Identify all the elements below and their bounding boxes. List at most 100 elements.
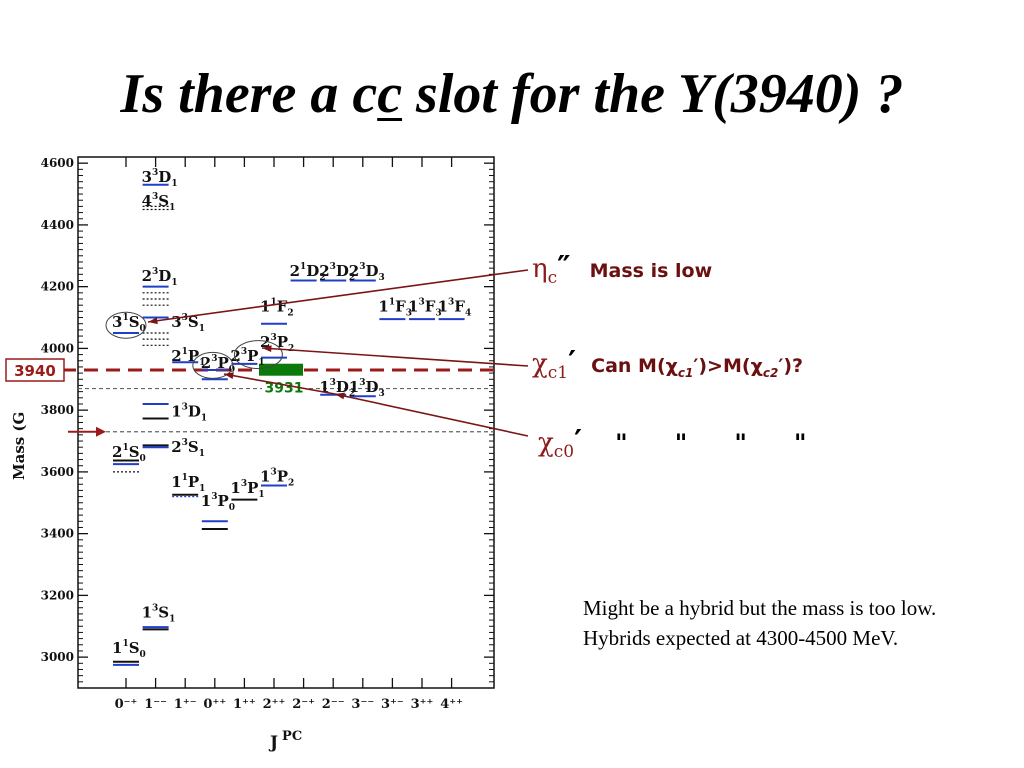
- state-J: 1: [199, 484, 205, 494]
- state-multiplicity: 3: [359, 262, 365, 272]
- state-multiplicity: 1: [122, 639, 128, 649]
- state-label: 13F4: [438, 298, 472, 319]
- state-label: 21S0: [112, 443, 146, 464]
- state-multiplicity: 3: [152, 267, 158, 277]
- state-label: 23D2: [319, 262, 355, 283]
- chi1-annotation: χc1′ Can M(χc1′)>M(χc2′)?: [532, 345, 803, 383]
- highlight-circle: [233, 340, 283, 370]
- x-category-label: 0⁺⁺: [203, 697, 226, 712]
- chi0-arrow-inner-head: [224, 372, 234, 380]
- chi0-annotation: χc0′ " " " ": [538, 424, 806, 462]
- state-label: 13F3: [408, 298, 442, 319]
- state-J: 0: [140, 324, 146, 334]
- state-n: 2: [230, 347, 240, 365]
- ditto-mark: ": [734, 429, 747, 457]
- state-J: 3: [435, 309, 441, 319]
- y3940-band: [259, 363, 303, 376]
- state-n: 1: [260, 468, 270, 486]
- y-tick-label: 4400: [41, 218, 74, 232]
- y-axis-label: Mass (G: [10, 412, 28, 480]
- x-category-label: 2⁺⁺: [263, 697, 286, 712]
- state-n: 4: [142, 192, 152, 210]
- y-tick-label: 4200: [41, 280, 74, 294]
- state-J: 1: [171, 179, 177, 189]
- state-L: S: [158, 192, 169, 210]
- chi0-arrow-inner-shaft: [223, 373, 336, 395]
- mass-low-note: Mass is low: [589, 260, 713, 282]
- state-label: 13D2: [319, 378, 355, 399]
- state-L: S: [129, 639, 140, 657]
- state-L: P: [277, 468, 288, 486]
- chi1-arrow-shaft: [261, 347, 529, 367]
- y-tick-label: 4000: [41, 341, 74, 355]
- state-L: S: [188, 313, 199, 331]
- state-label: 33D1: [142, 168, 178, 189]
- state-label: 13D3: [349, 378, 385, 399]
- state-L: D: [158, 267, 171, 285]
- state-label: 23P1: [230, 347, 264, 368]
- state-J: 2: [319, 273, 325, 283]
- state-n: 1: [319, 378, 329, 396]
- state-L: F: [454, 298, 465, 316]
- state-L: F: [395, 298, 406, 316]
- x-category-label: 2⁻⁻: [322, 697, 345, 712]
- state-label: 13P1: [230, 479, 264, 500]
- state-multiplicity: 3: [182, 403, 188, 413]
- state-multiplicity: 3: [182, 438, 188, 448]
- state-n: 3: [142, 168, 152, 186]
- state-L: D: [306, 262, 319, 280]
- state-J: 1: [201, 414, 207, 424]
- state-L: S: [129, 443, 140, 461]
- state-L: P: [218, 354, 229, 372]
- state-J: 1: [169, 203, 175, 213]
- ditto-mark: ": [793, 429, 807, 457]
- marker-3940-box: [5, 358, 65, 382]
- state-L: F: [277, 298, 288, 316]
- state-J: 1: [258, 490, 264, 500]
- x-category-label: 3⁺⁻: [381, 697, 404, 712]
- state-label: 33S1: [171, 313, 205, 334]
- x-category-label: 2⁻⁺: [292, 697, 315, 712]
- state-L: S: [158, 603, 169, 621]
- ditto-mark: ": [674, 429, 688, 457]
- state-multiplicity: 3: [152, 168, 158, 178]
- state-J: 3: [379, 389, 385, 399]
- state-multiplicity: 3: [359, 378, 365, 388]
- eta-symbol: ηc: [532, 254, 558, 289]
- chi0-prime: ′: [574, 424, 583, 459]
- state-multiplicity: 3: [448, 298, 454, 308]
- x-category-label: 1⁺⁻: [174, 697, 197, 712]
- state-multiplicity: 3: [241, 479, 247, 489]
- state-L: P: [218, 492, 229, 510]
- state-label: 31S0: [112, 313, 146, 334]
- state-L: D: [366, 378, 379, 396]
- chi1-prime: ′: [568, 345, 577, 380]
- state-J: 0: [140, 454, 146, 464]
- state-label: 13D1: [171, 403, 207, 424]
- state-n: 2: [112, 443, 122, 461]
- y-tick-label: 3400: [41, 527, 74, 541]
- y-tick-label: 3000: [41, 650, 74, 664]
- threshold-arrow-head: [96, 426, 106, 437]
- state-n: 1: [142, 603, 152, 621]
- state-label: 11S0: [112, 639, 146, 660]
- eta-prime: ″: [557, 250, 571, 285]
- state-n: 2: [290, 262, 300, 280]
- state-label: 23D1: [142, 267, 178, 288]
- state-J: 2: [288, 479, 294, 489]
- state-n: 1: [230, 479, 240, 497]
- x-category-label: 3⁺⁺: [411, 697, 434, 712]
- state-n: 3: [112, 313, 122, 331]
- state-n: 2: [349, 262, 359, 280]
- x-category-label: 4⁺⁺: [440, 697, 463, 712]
- state-n: 1: [378, 298, 388, 316]
- state-multiplicity: 3: [418, 298, 424, 308]
- state-n: 1: [171, 403, 181, 421]
- state-J: 1: [258, 358, 264, 368]
- state-n: 3: [171, 313, 181, 331]
- state-J: 1: [199, 358, 205, 368]
- state-multiplicity: 3: [182, 313, 188, 323]
- state-multiplicity: 1: [122, 443, 128, 453]
- state-label: 13P0: [201, 492, 235, 513]
